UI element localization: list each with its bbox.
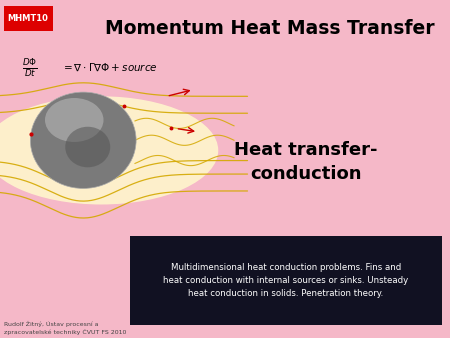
Ellipse shape [0, 96, 218, 204]
Text: $\frac{D\Phi}{Dt}$: $\frac{D\Phi}{Dt}$ [22, 57, 38, 78]
FancyBboxPatch shape [130, 236, 442, 325]
Text: $= \nabla \cdot \mathsf{\Gamma} \nabla \Phi + \mathit{source}$: $= \nabla \cdot \mathsf{\Gamma} \nabla \… [61, 62, 158, 73]
Text: Rudolf Žitný, Ústav procesní a
zpracovatelské techniky ČVUT FS 2010: Rudolf Žitný, Ústav procesní a zpracovat… [4, 320, 127, 335]
Ellipse shape [45, 98, 104, 142]
FancyBboxPatch shape [4, 6, 53, 31]
Text: Multidimensional heat conduction problems. Fins and
heat conduction with interna: Multidimensional heat conduction problem… [163, 263, 409, 298]
Ellipse shape [31, 92, 136, 189]
Text: Momentum Heat Mass Transfer: Momentum Heat Mass Transfer [105, 19, 435, 38]
Text: MHMT10: MHMT10 [8, 14, 49, 23]
Ellipse shape [65, 127, 110, 167]
Text: Heat transfer-
conduction: Heat transfer- conduction [234, 141, 378, 183]
